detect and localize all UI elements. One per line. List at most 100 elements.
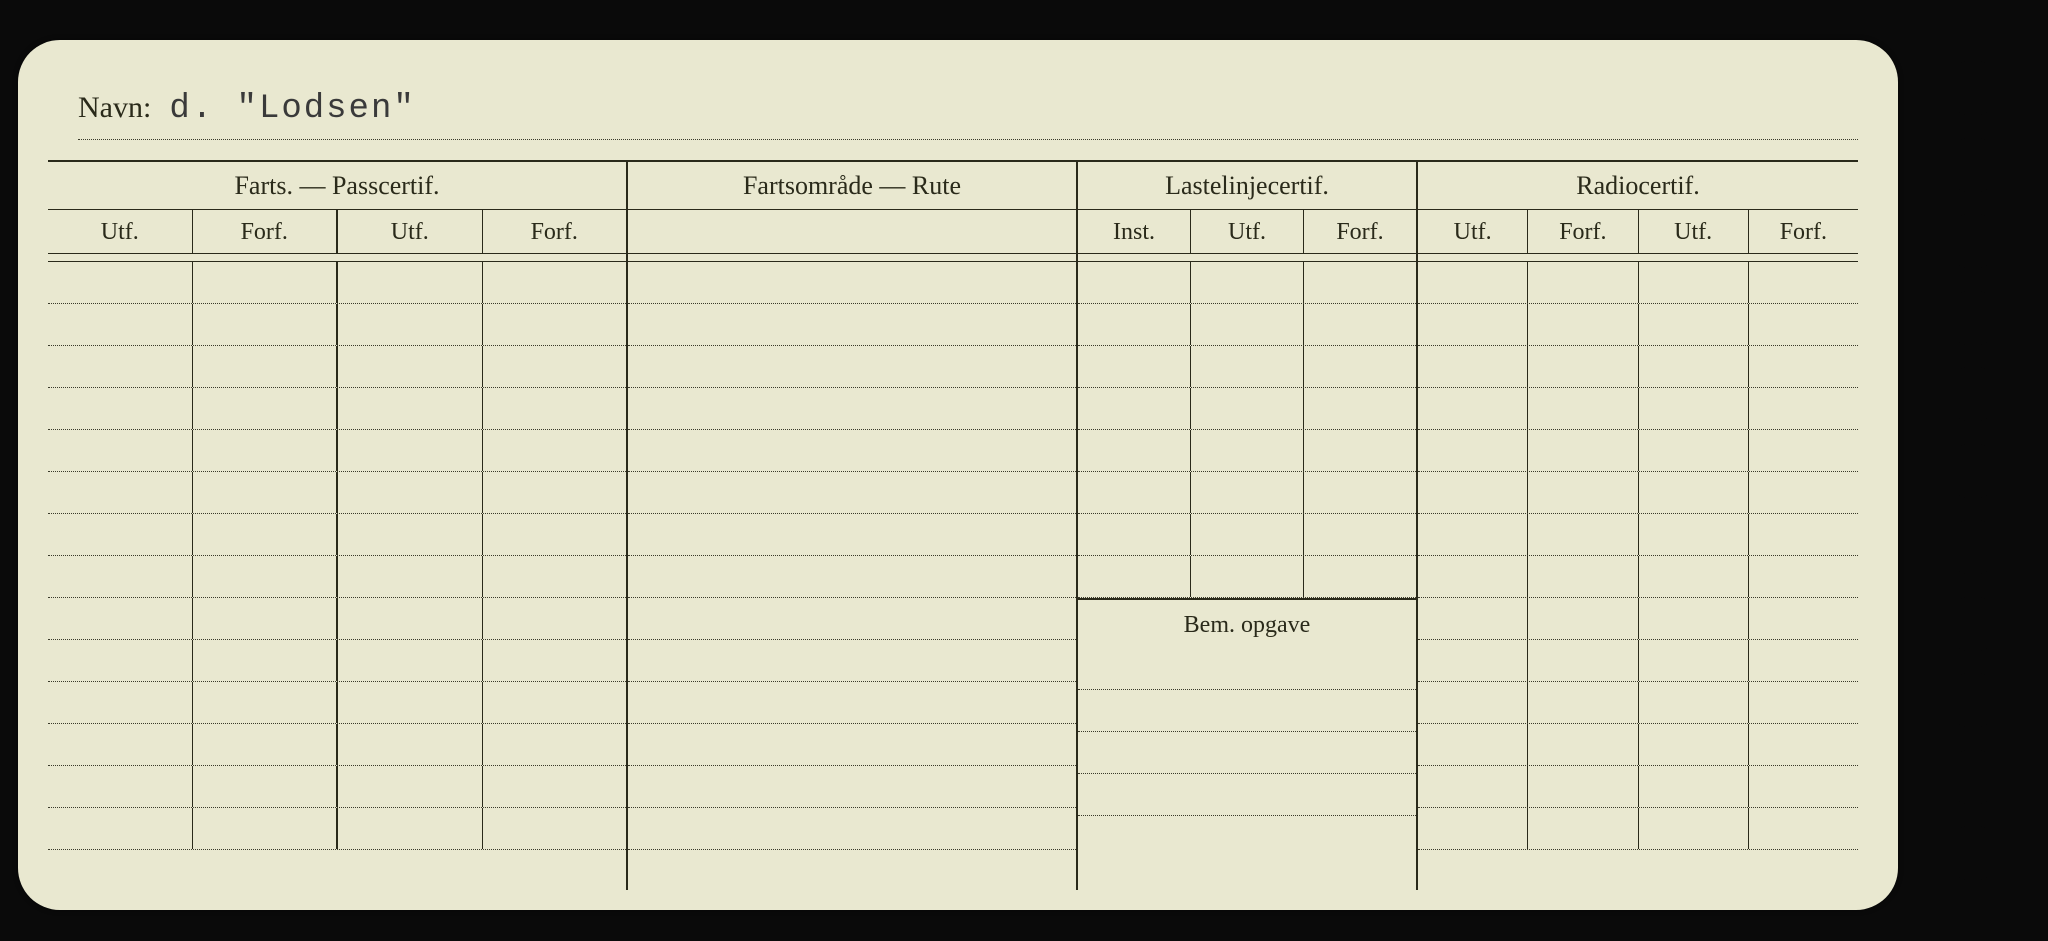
table-cell bbox=[338, 682, 483, 723]
table-row bbox=[1078, 690, 1416, 732]
table-cell bbox=[1639, 766, 1749, 807]
table-cell bbox=[48, 346, 193, 387]
col-utf: Utf. bbox=[48, 210, 193, 253]
table-cell bbox=[1418, 346, 1528, 387]
section-farts-passcertif: Farts. — Passcertif. Utf. Forf. Utf. For… bbox=[48, 162, 628, 890]
table-cell bbox=[1418, 430, 1528, 471]
farts-columns: Utf. Forf. Utf. Forf. bbox=[48, 210, 626, 254]
punch-hole bbox=[1945, 749, 2001, 805]
col-utf: Utf. bbox=[338, 210, 483, 253]
table-row bbox=[1078, 556, 1416, 598]
table-cell bbox=[483, 304, 627, 345]
table-cell bbox=[193, 388, 339, 429]
table-cell bbox=[1528, 388, 1638, 429]
section-fartsomrade-rute: Fartsområde — Rute bbox=[628, 162, 1078, 890]
table-cell bbox=[1749, 346, 1858, 387]
header-gap bbox=[1418, 254, 1858, 262]
table-cell bbox=[1078, 556, 1191, 597]
punch-hole bbox=[1945, 825, 2001, 881]
col-utf: Utf. bbox=[1418, 210, 1528, 253]
punch-hole bbox=[1945, 672, 2001, 728]
table-cell bbox=[483, 430, 627, 471]
table-cell bbox=[483, 514, 627, 555]
table-row bbox=[1418, 472, 1858, 514]
table-cell bbox=[1749, 682, 1858, 723]
table-cell bbox=[193, 514, 339, 555]
table-row bbox=[628, 766, 1076, 808]
table-cell bbox=[1418, 514, 1528, 555]
table-cell bbox=[1639, 514, 1749, 555]
table-cell bbox=[193, 472, 339, 513]
table-cell bbox=[483, 724, 627, 765]
table-cell bbox=[1078, 430, 1191, 471]
table-row bbox=[48, 808, 626, 850]
table-cell bbox=[1749, 262, 1858, 303]
table-cell bbox=[1639, 472, 1749, 513]
table-row bbox=[1418, 556, 1858, 598]
col-forf: Forf. bbox=[483, 210, 627, 253]
col-utf: Utf. bbox=[1639, 210, 1749, 253]
rute-columns-empty bbox=[628, 210, 1076, 254]
table-cell bbox=[193, 640, 339, 681]
table-cell bbox=[1749, 472, 1858, 513]
table-cell bbox=[1191, 430, 1304, 471]
table-cell bbox=[1304, 346, 1416, 387]
table-cell bbox=[1528, 304, 1638, 345]
table-cell bbox=[1191, 388, 1304, 429]
table-cell bbox=[48, 514, 193, 555]
table-cell bbox=[1418, 682, 1528, 723]
table-cell bbox=[483, 598, 627, 639]
table-row bbox=[48, 388, 626, 430]
table-row bbox=[628, 640, 1076, 682]
table-cell bbox=[1418, 262, 1528, 303]
table-row bbox=[1078, 774, 1416, 816]
table-cell bbox=[1528, 430, 1638, 471]
table-row bbox=[1078, 648, 1416, 690]
table-row bbox=[1418, 598, 1858, 640]
header-gap bbox=[628, 254, 1076, 262]
table-cell bbox=[1749, 514, 1858, 555]
table-cell bbox=[193, 724, 339, 765]
table-cell bbox=[338, 388, 483, 429]
col-forf: Forf. bbox=[1304, 210, 1416, 253]
punch-hole bbox=[1945, 519, 2001, 575]
table-row bbox=[48, 262, 626, 304]
table-row bbox=[628, 346, 1076, 388]
table-row bbox=[1078, 472, 1416, 514]
table-cell bbox=[1418, 766, 1528, 807]
navn-row: Navn: d. "Lodsen" bbox=[78, 90, 1858, 140]
table-cell bbox=[1078, 262, 1191, 303]
table-cell bbox=[193, 430, 339, 471]
table-cell bbox=[48, 682, 193, 723]
table-cell bbox=[193, 556, 339, 597]
table-row bbox=[1418, 430, 1858, 472]
table-cell bbox=[338, 640, 483, 681]
table-cell bbox=[338, 472, 483, 513]
table-row bbox=[1418, 388, 1858, 430]
laste-body-top bbox=[1078, 262, 1416, 598]
table-cell bbox=[1191, 262, 1304, 303]
col-utf: Utf. bbox=[1191, 210, 1304, 253]
table-row bbox=[628, 388, 1076, 430]
laste-title: Lastelinjecertif. bbox=[1078, 162, 1416, 210]
rute-body bbox=[628, 262, 1076, 890]
punch-holes bbox=[1938, 60, 2008, 881]
table-row bbox=[1418, 724, 1858, 766]
radio-title: Radiocertif. bbox=[1418, 162, 1858, 210]
table-cell bbox=[1528, 766, 1638, 807]
navn-label: Navn: bbox=[78, 91, 151, 125]
table-cell bbox=[193, 598, 339, 639]
table-row bbox=[1078, 732, 1416, 774]
table-row bbox=[1418, 640, 1858, 682]
table-cell bbox=[1191, 514, 1304, 555]
table-cell bbox=[338, 346, 483, 387]
table-row bbox=[48, 514, 626, 556]
table-cell bbox=[338, 766, 483, 807]
table-cell bbox=[1191, 472, 1304, 513]
col-forf: Forf. bbox=[1749, 210, 1858, 253]
punch-hole bbox=[1945, 366, 2001, 422]
table-cell bbox=[1749, 724, 1858, 765]
table-cell bbox=[48, 766, 193, 807]
table-cell bbox=[1304, 472, 1416, 513]
table-row bbox=[1418, 346, 1858, 388]
